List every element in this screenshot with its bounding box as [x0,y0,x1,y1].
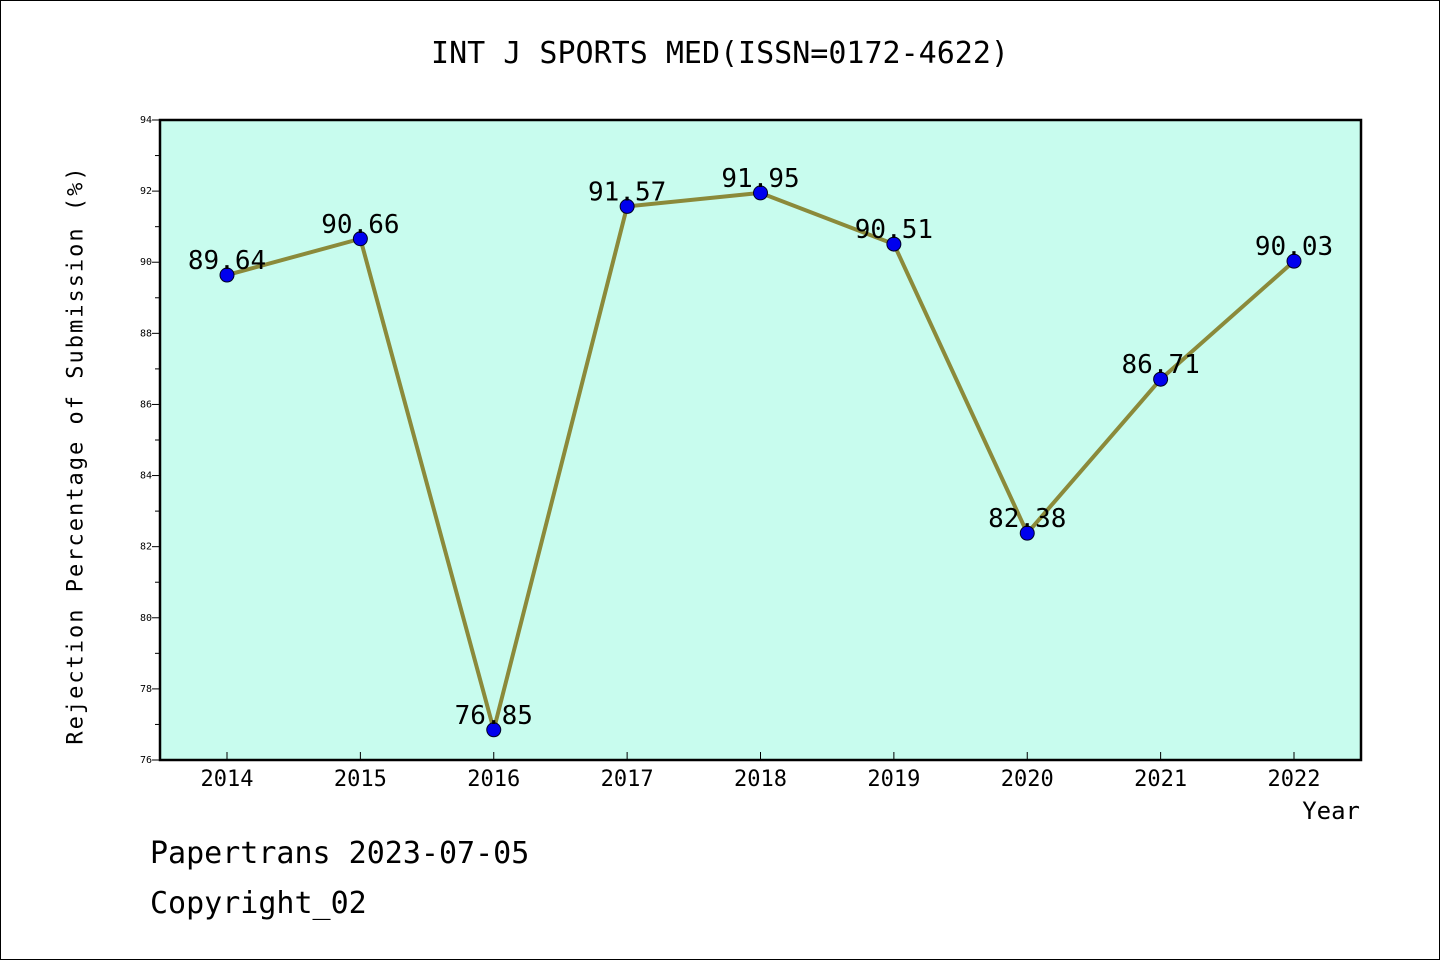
x-tick-label: 2022 [1268,767,1321,792]
x-tick-label: 2021 [1134,767,1187,792]
x-tick-label: 2015 [334,767,387,792]
data-point [886,236,902,252]
data-point [1153,371,1169,387]
data-label: 86.71 [1121,350,1199,380]
data-label: 90.66 [321,210,399,240]
y-tick-label: 92 [140,186,152,197]
data-label: 91.95 [721,164,799,194]
data-label: 91.57 [588,177,666,207]
data-point [486,722,502,738]
y-tick-label: 90 [140,257,152,268]
x-tick-label: 2018 [734,767,787,792]
data-label: 82.38 [988,504,1066,534]
data-label: 89.64 [188,246,266,276]
y-tick-label: 78 [140,684,152,695]
data-point [619,198,635,214]
y-tick-label: 82 [140,542,152,553]
x-tick-label: 2019 [867,767,920,792]
footer-date: Papertrans 2023-07-05 [150,836,530,871]
y-tick-label: 94 [140,115,152,126]
chart-title: INT J SPORTS MED(ISSN=0172-4622) [431,36,1009,71]
data-point [1286,253,1302,269]
data-label: 90.51 [855,215,933,245]
footer-copyright: Copyright_02 [150,886,367,921]
y-tick-label: 80 [140,613,152,624]
x-tick-label: 2017 [601,767,654,792]
x-tick-label: 2016 [467,767,520,792]
y-tick-label: 84 [140,471,152,482]
x-tick-label: 2014 [201,767,254,792]
data-point [219,267,235,283]
data-point [753,185,768,201]
y-tick-label: 76 [140,755,152,766]
y-tick-label: 86 [140,399,152,410]
data-label: 90.03 [1255,232,1333,262]
data-label: 76.85 [455,701,533,731]
x-axis-label: Year [1302,797,1360,825]
plot-area [158,118,1363,762]
data-point [1019,525,1035,541]
data-point [352,231,368,247]
x-tick-label: 2020 [1001,767,1054,792]
y-tick-label: 88 [140,328,152,339]
